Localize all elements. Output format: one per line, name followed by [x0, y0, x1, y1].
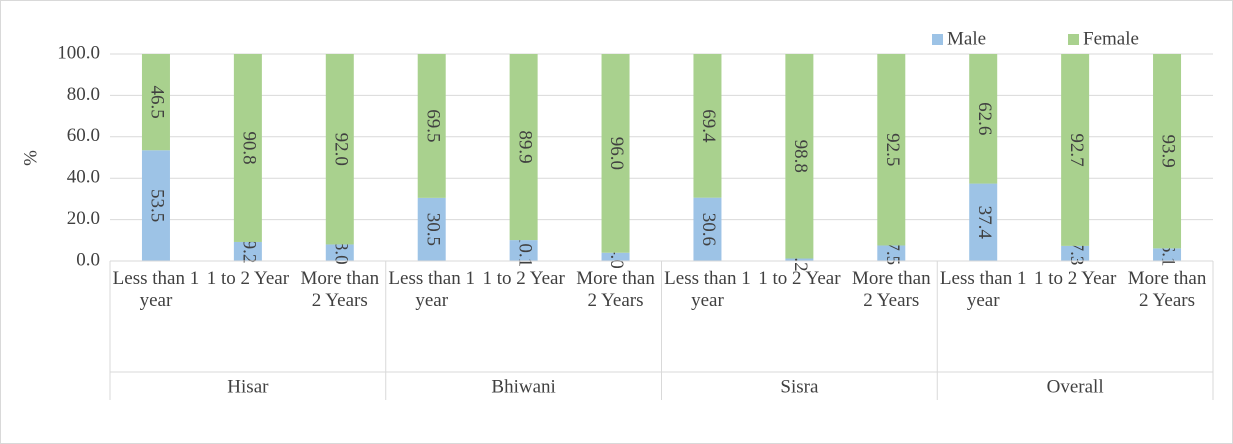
data-label: 53.5	[147, 189, 168, 222]
data-label: 92.7	[1066, 133, 1087, 166]
data-label: 69.5	[422, 109, 443, 142]
x-tick-label: 1 to 2 Year	[758, 268, 841, 289]
bar-segment	[693, 54, 722, 198]
group-label: Bhiwani	[491, 376, 555, 397]
data-label: 7.5	[882, 241, 903, 265]
x-tick-label: More than 2 Years	[1127, 268, 1207, 311]
x-tick-label: Less than 1 year	[939, 268, 1027, 311]
bar-segment	[877, 245, 906, 261]
legend-label: Female	[1083, 28, 1139, 49]
data-label: 30.5	[422, 213, 443, 246]
y-tick-label: 100.0	[57, 42, 100, 63]
y-tick-label: 0.0	[76, 249, 100, 270]
data-label: 96.0	[606, 137, 627, 170]
bar-segment	[877, 54, 906, 246]
bar-segment	[601, 54, 630, 253]
bar-segment	[1061, 245, 1090, 261]
bar-segment	[1153, 248, 1182, 261]
x-tick-label: More than 2 Years	[576, 268, 655, 311]
x-tick-label: More than 2 Years	[300, 268, 380, 311]
bar-segment	[233, 54, 262, 242]
y-tick-label: 60.0	[67, 125, 100, 146]
y-axis-label: %	[20, 150, 41, 166]
bar-segment	[325, 54, 354, 245]
bar-segment	[509, 240, 538, 261]
group-label: Overall	[1047, 376, 1104, 397]
bar-segment	[233, 241, 262, 261]
data-label: 7.3	[1066, 242, 1087, 266]
bar-segment	[969, 54, 998, 184]
data-label: 69.4	[698, 109, 719, 143]
bar-segment	[325, 244, 354, 261]
y-tick-label: 80.0	[67, 84, 100, 105]
data-label: 92.0	[330, 133, 351, 166]
data-label: 92.5	[882, 133, 903, 166]
data-label: 30.6	[698, 213, 719, 246]
bar-segment	[417, 54, 446, 198]
data-label: 46.5	[147, 86, 168, 119]
bar-segment	[1153, 54, 1182, 249]
x-tick-label: Less than 1 year	[112, 268, 200, 311]
x-tick-label: 1 to 2 Year	[1033, 268, 1117, 289]
legend-swatch	[1068, 34, 1079, 45]
data-label: 93.9	[1158, 135, 1179, 168]
bar-segment	[1061, 54, 1090, 246]
y-tick-label: 20.0	[67, 208, 100, 229]
bar-segment	[693, 197, 722, 261]
x-tick-label: 1 to 2 Year	[482, 268, 565, 289]
bar-segment	[141, 54, 170, 151]
data-label: 62.6	[974, 102, 995, 135]
x-tick-label: Less than 1 year	[664, 268, 751, 311]
data-label: 89.9	[514, 130, 535, 163]
bar-segment	[601, 252, 630, 261]
data-label: 8.0	[330, 241, 351, 265]
data-label: 9.2	[239, 240, 260, 264]
x-tick-label: 1 to 2 Year	[206, 268, 290, 289]
legend-swatch	[932, 34, 943, 45]
group-label: Sisra	[780, 376, 819, 397]
bar-segment	[141, 150, 170, 261]
legend-label: Male	[947, 28, 986, 49]
x-tick-label: Less than 1 year	[388, 268, 475, 311]
data-label: 37.4	[974, 206, 995, 240]
y-tick-label: 40.0	[67, 167, 100, 188]
bar-segment	[509, 54, 538, 241]
data-label: 90.8	[239, 131, 260, 164]
data-label: 98.8	[790, 140, 811, 173]
x-tick-label: More than 2 Years	[851, 268, 931, 311]
group-label: Hisar	[227, 376, 269, 397]
bar-segment	[785, 258, 814, 261]
bar-segment	[785, 54, 814, 259]
bar-segment	[969, 183, 998, 261]
data-label: 10.1	[514, 234, 535, 267]
bar-segment	[417, 197, 446, 261]
